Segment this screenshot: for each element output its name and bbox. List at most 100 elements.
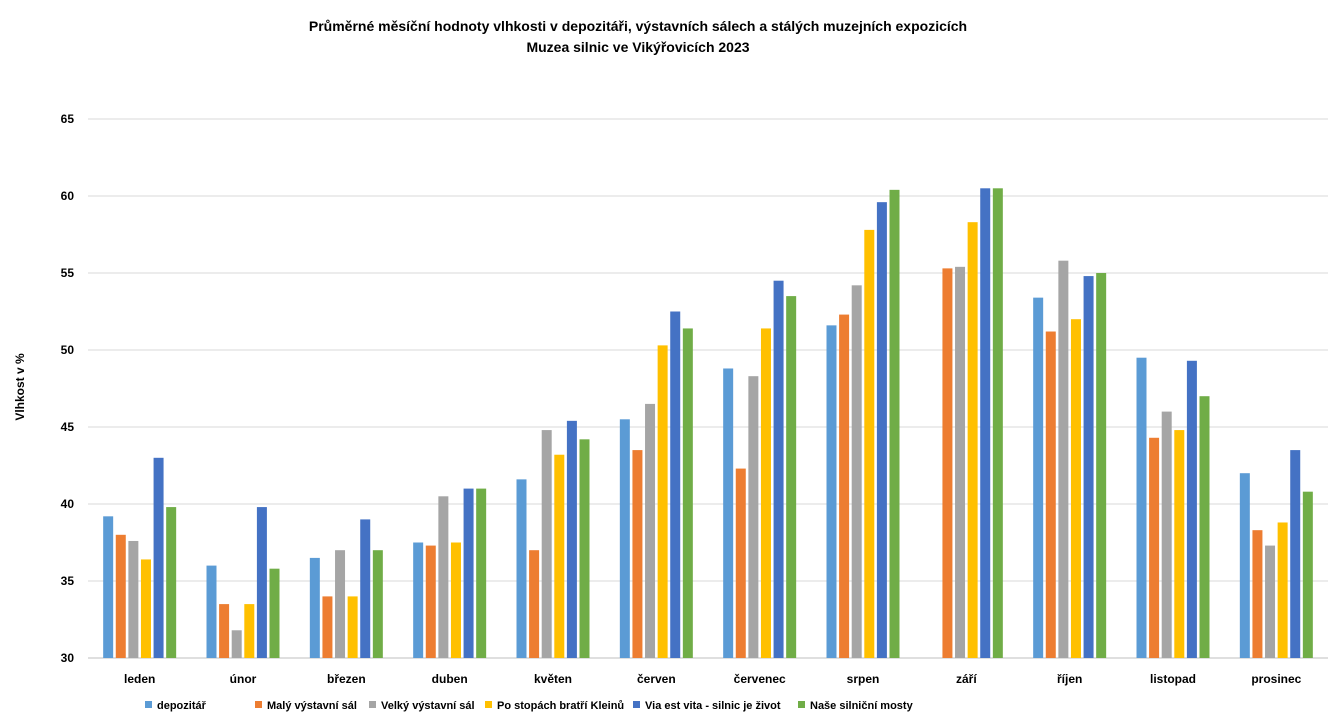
y-tick-label: 65 bbox=[61, 112, 75, 126]
bar bbox=[619, 419, 630, 658]
legend-entry: Po stopách bratří Kleinů bbox=[497, 700, 624, 712]
x-axis-ticks: leden únor březen duben květen červen červenec… bbox=[124, 672, 1302, 686]
bar bbox=[115, 534, 126, 658]
bar bbox=[554, 454, 565, 658]
bar bbox=[1186, 360, 1197, 658]
bar bbox=[166, 507, 177, 658]
legend-entry: Velký výstavní sál bbox=[381, 700, 475, 712]
bar bbox=[153, 457, 164, 658]
y-tick-label: 35 bbox=[61, 574, 75, 588]
x-tick-label: březen bbox=[327, 672, 366, 686]
x-tick-label: prosinec bbox=[1251, 672, 1301, 686]
bar bbox=[967, 222, 978, 658]
legend-swatch bbox=[633, 701, 640, 708]
bar bbox=[1161, 411, 1172, 658]
gridlines bbox=[88, 118, 1328, 659]
x-tick-label: duben bbox=[432, 672, 468, 686]
bar bbox=[566, 420, 577, 658]
bar bbox=[335, 550, 346, 658]
bar bbox=[1239, 473, 1250, 658]
bar bbox=[1199, 396, 1210, 658]
bar bbox=[1083, 276, 1094, 658]
bar bbox=[942, 268, 953, 658]
y-tick-label: 30 bbox=[61, 651, 75, 665]
bar bbox=[1136, 357, 1147, 658]
legend-entry: depozitář bbox=[157, 700, 207, 712]
x-tick-label: srpen bbox=[847, 672, 880, 686]
bar bbox=[322, 596, 333, 658]
bar bbox=[425, 545, 436, 658]
bar bbox=[244, 604, 255, 658]
x-tick-label: únor bbox=[230, 672, 257, 686]
bar bbox=[1058, 260, 1069, 658]
bar bbox=[980, 188, 991, 659]
bar bbox=[826, 325, 837, 658]
bar bbox=[670, 311, 681, 658]
legend-swatch bbox=[145, 701, 152, 708]
bar bbox=[231, 630, 242, 658]
x-tick-label: květen bbox=[534, 672, 572, 686]
bar bbox=[476, 488, 487, 658]
bar bbox=[269, 568, 280, 658]
bar bbox=[372, 550, 383, 658]
bar bbox=[645, 403, 656, 658]
y-tick-label: 50 bbox=[61, 343, 75, 357]
bar bbox=[463, 488, 474, 658]
bar bbox=[864, 229, 875, 658]
y-axis-ticks: 30 35 40 45 50 55 60 65 bbox=[61, 112, 75, 665]
bar bbox=[450, 542, 461, 658]
bar bbox=[786, 296, 797, 658]
bar bbox=[632, 450, 643, 658]
bar bbox=[128, 540, 139, 658]
bar bbox=[206, 565, 217, 658]
bar bbox=[889, 189, 900, 658]
y-axis-title: Vlhkost v % bbox=[13, 353, 27, 421]
y-tick-label: 45 bbox=[61, 420, 75, 434]
bar bbox=[657, 345, 668, 658]
bar bbox=[748, 376, 759, 658]
bar bbox=[360, 519, 371, 658]
bar bbox=[347, 596, 358, 658]
bar bbox=[1149, 437, 1160, 658]
bar bbox=[256, 507, 267, 658]
bar bbox=[955, 266, 966, 658]
bar bbox=[1045, 331, 1056, 658]
bar bbox=[1277, 522, 1288, 658]
bar bbox=[1070, 319, 1081, 658]
legend-swatch bbox=[798, 701, 805, 708]
chart-subtitle: Muzea silnic ve Vikýřovicích 2023 bbox=[526, 39, 749, 55]
x-tick-label: leden bbox=[124, 672, 155, 686]
legend-entry: Naše silniční mosty bbox=[810, 700, 914, 712]
x-tick-label: říjen bbox=[1057, 672, 1082, 686]
bar bbox=[682, 328, 693, 658]
bar bbox=[992, 188, 1003, 659]
x-tick-label: listopad bbox=[1150, 672, 1196, 686]
bar bbox=[1290, 450, 1301, 658]
bar bbox=[309, 557, 320, 658]
bar bbox=[219, 604, 230, 658]
bar bbox=[760, 328, 771, 658]
bar bbox=[773, 280, 784, 658]
x-tick-label: červen bbox=[637, 672, 676, 686]
bar bbox=[541, 430, 552, 658]
bar bbox=[1033, 297, 1044, 658]
x-tick-label: červenec bbox=[734, 672, 786, 686]
bar bbox=[839, 314, 850, 658]
legend-swatch bbox=[255, 701, 262, 708]
bar bbox=[103, 516, 114, 658]
bar bbox=[1265, 545, 1276, 658]
legend-swatch bbox=[369, 701, 376, 708]
bar bbox=[851, 285, 862, 658]
y-tick-label: 40 bbox=[61, 497, 75, 511]
bars bbox=[103, 188, 1313, 659]
bar bbox=[1252, 530, 1263, 658]
bar bbox=[529, 550, 540, 658]
chart-title: Průměrné měsíční hodnoty vlhkosti v depo… bbox=[309, 18, 967, 34]
bar bbox=[579, 439, 590, 658]
legend-entry: Malý výstavní sál bbox=[267, 700, 357, 712]
legend: depozitář Malý výstavní sál Velký výstavní… bbox=[145, 700, 914, 712]
bar bbox=[516, 479, 527, 658]
bar bbox=[1174, 430, 1185, 658]
